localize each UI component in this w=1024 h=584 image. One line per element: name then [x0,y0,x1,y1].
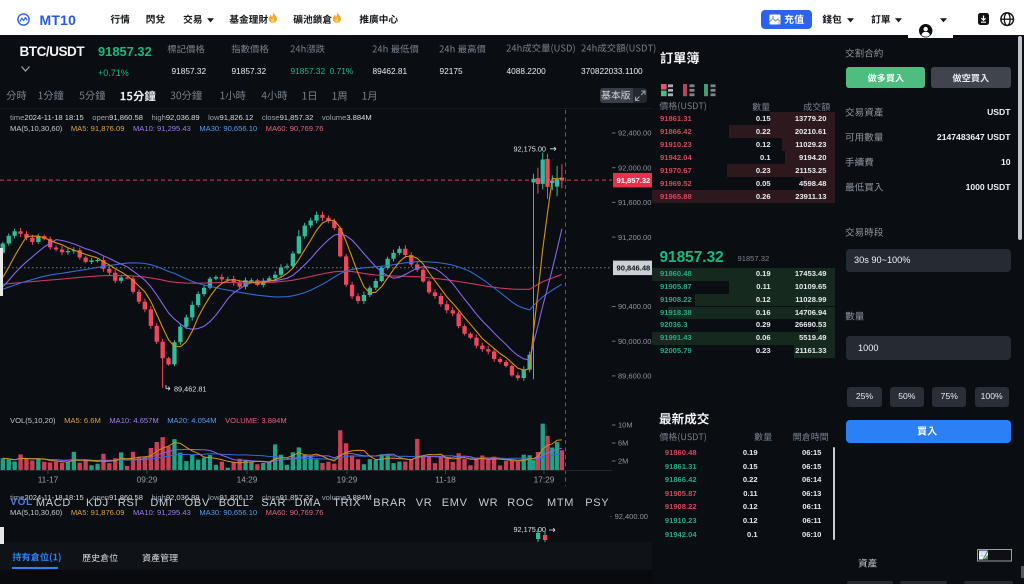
svg-text:92,000.00: 92,000.00 [618,163,651,172]
svg-text:19:29: 19:29 [337,475,358,485]
svg-text:09:29: 09:29 [137,475,158,485]
svg-text:91,200.00: 91,200.00 [618,233,651,242]
svg-text:89,462.81: 89,462.81 [174,385,206,394]
svg-text:91,857.32: 91,857.32 [617,176,651,185]
svg-text:89,600.00: 89,600.00 [618,372,651,381]
svg-text:17:29: 17:29 [534,475,555,485]
svg-text:90,846.48: 90,846.48 [617,264,651,273]
svg-text:11-17: 11-17 [38,475,59,485]
svg-text:91,600.00: 91,600.00 [618,198,651,207]
svg-text:10M: 10M [618,421,633,430]
svg-text:90,000.00: 90,000.00 [618,337,651,346]
svg-text:14:29: 14:29 [237,475,258,485]
svg-text:11-18: 11-18 [435,475,456,485]
svg-text:92,400.00: 92,400.00 [618,129,651,138]
svg-text:6M: 6M [618,439,628,448]
svg-text:90,400.00: 90,400.00 [618,302,651,311]
svg-text:92,175.00: 92,175.00 [514,145,546,154]
svg-text:2M: 2M [618,457,628,466]
